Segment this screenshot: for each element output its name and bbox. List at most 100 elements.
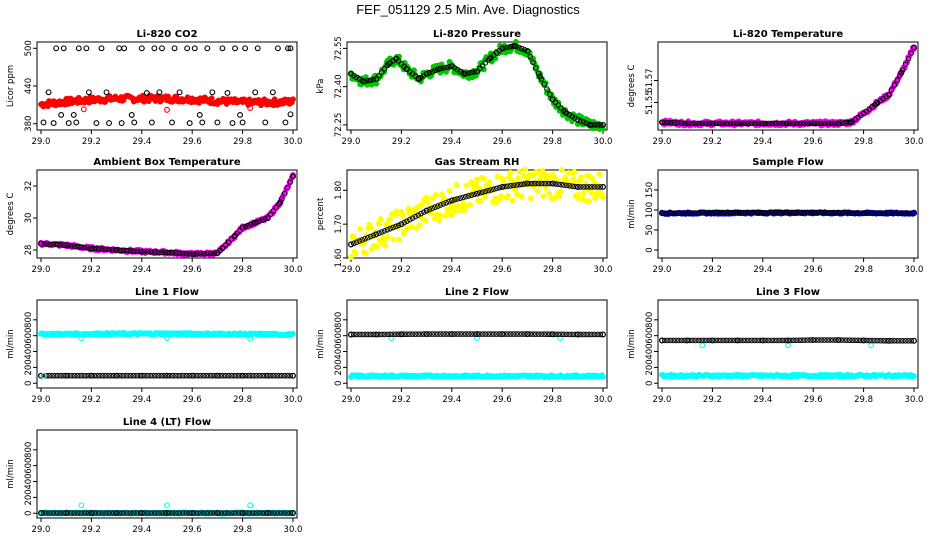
band-point (518, 193, 525, 200)
data-point (178, 250, 184, 257)
panel-title: Ambient Box Temperature (93, 157, 240, 168)
chart-panel-8: Line 3 Flow 29.0 29.2 29.4 29.6 29.8 30.0 0 2004… (627, 287, 923, 405)
data-point (80, 106, 87, 113)
data-point (827, 120, 833, 127)
data-point (192, 251, 198, 257)
data-point (60, 45, 67, 52)
data-point (796, 209, 802, 216)
data-point (751, 120, 758, 127)
data-point (701, 120, 707, 127)
data-point (712, 209, 718, 216)
data-point (732, 209, 738, 216)
data-point (802, 209, 808, 216)
data-point (594, 122, 601, 128)
data-point (743, 337, 749, 344)
data-point (832, 209, 839, 216)
data-point (762, 209, 769, 216)
data-point (563, 182, 570, 189)
data-point (502, 45, 508, 51)
data-point (50, 120, 57, 127)
data-point (715, 337, 721, 344)
data-point (670, 210, 677, 217)
data-point (128, 111, 135, 118)
data-point (846, 337, 853, 344)
data-point (351, 331, 357, 338)
data-point (66, 372, 72, 379)
data-point (678, 337, 685, 344)
data-point (418, 331, 424, 337)
data-point (440, 201, 447, 207)
data-point (186, 251, 193, 257)
data-point (245, 222, 251, 229)
data-point (147, 372, 153, 379)
data-point (270, 372, 277, 379)
data-point (143, 89, 150, 96)
data-point (175, 250, 181, 256)
data-point (505, 331, 511, 337)
data-point (38, 240, 44, 247)
data-point (248, 510, 254, 516)
x-tick-label: 29.2 (82, 265, 101, 275)
data-point (776, 337, 783, 344)
data-point (139, 510, 145, 516)
x-tick-label: 29.6 (804, 137, 823, 147)
data-point (247, 335, 254, 342)
data-point (774, 337, 780, 344)
data-point (673, 210, 679, 217)
data-point (262, 372, 268, 379)
data-point (71, 243, 78, 250)
data-point (757, 120, 763, 127)
data-point (790, 209, 797, 216)
data-point (816, 120, 822, 127)
data-point (894, 210, 901, 217)
band-point (558, 167, 565, 173)
data-point (41, 240, 47, 247)
data-point (118, 120, 125, 127)
data-point (779, 337, 786, 344)
data-point (729, 209, 735, 216)
y-tick-label: 400 (334, 343, 344, 359)
data-point (510, 331, 517, 337)
x-tick-label: 29.4 (753, 395, 772, 405)
data-point (437, 202, 444, 208)
data-point (136, 510, 142, 516)
data-point (577, 331, 584, 338)
data-point (38, 372, 44, 379)
data-point (384, 331, 391, 338)
data-point (211, 510, 218, 516)
data-point (474, 190, 480, 197)
data-point (85, 245, 92, 251)
data-point (832, 120, 839, 127)
data-point (151, 45, 158, 52)
data-point (43, 372, 50, 379)
data-point (91, 245, 97, 252)
data-point (155, 510, 162, 516)
data-point (376, 230, 382, 236)
data-point (144, 510, 151, 516)
data-point (214, 372, 221, 379)
data-point (71, 372, 78, 379)
data-point (203, 510, 209, 516)
data-point (891, 338, 898, 344)
data-point (877, 210, 884, 217)
x-tick-label: 29.8 (233, 395, 252, 405)
data-point (894, 338, 901, 344)
data-point (762, 337, 769, 344)
data-point (513, 331, 519, 337)
data-point (186, 372, 193, 379)
data-point (667, 210, 674, 217)
y-tick-label: 0 (24, 381, 34, 386)
y-tick-label: 32 (24, 181, 34, 192)
data-point (485, 331, 491, 337)
x-tick-label: 29.0 (653, 395, 672, 405)
data-point (704, 337, 710, 344)
data-point (136, 248, 142, 255)
y-tick-label: 0 (24, 511, 34, 516)
data-point (726, 120, 732, 127)
data-point (715, 209, 721, 216)
y-tick-label: 800 (334, 312, 344, 328)
data-point (437, 65, 444, 72)
data-point (720, 337, 727, 344)
y-tick-label: 72.25 (334, 113, 344, 137)
band-point (586, 198, 593, 205)
